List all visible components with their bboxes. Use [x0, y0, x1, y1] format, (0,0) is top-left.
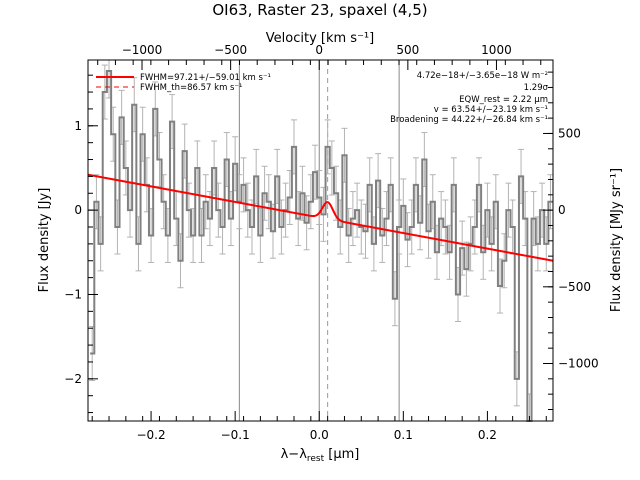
top-tick-label: −1000 — [122, 43, 163, 57]
y-tick-label: −2 — [64, 372, 82, 386]
right-tick-label: −500 — [558, 280, 591, 294]
annotation-line: v = 63.54+/−23.19 km s⁻¹ — [434, 105, 548, 115]
x-tick-label: 0.2 — [478, 428, 497, 442]
x-tick-label: 0.0 — [310, 428, 329, 442]
top-tick-label: −500 — [214, 43, 247, 57]
annotation-line: EQW_rest = 2.22 μm — [459, 95, 548, 105]
x-tick-label: −0.1 — [221, 428, 250, 442]
x-tick-label: −0.2 — [136, 428, 165, 442]
fit-line — [87, 173, 554, 262]
y-tick-label: 0 — [74, 203, 82, 217]
x-tick-label: 0.1 — [394, 428, 413, 442]
legend-label: FWHM_th=86.57 km s⁻¹ — [140, 83, 242, 93]
annotation-line: Broadening = 44.22+/−26.84 km s⁻¹ — [390, 115, 548, 125]
spectrum-line — [90, 69, 553, 422]
right-axis-label: Flux density [MJy sr⁻¹] — [609, 168, 624, 312]
y-axis-label: Flux density [Jy] — [37, 188, 52, 293]
chart-title: OI63, Raster 23, spaxel (4,5) — [212, 1, 427, 19]
y-tick-label: −1 — [64, 287, 82, 301]
right-tick-label: 500 — [558, 126, 581, 140]
top-tick-label: 500 — [396, 43, 419, 57]
top-axis-label: Velocity [km s⁻¹] — [266, 31, 374, 46]
top-tick-label: 1000 — [481, 43, 512, 57]
right-tick-label: −1000 — [558, 356, 599, 370]
right-tick-label: 0 — [558, 203, 566, 217]
x-axis-label-main: λ−λ — [281, 447, 308, 462]
plot-area: −0.2 −0.1 0.0 0.1 0.2 −1000 −500 0 500 1000 −2 −1 0 1… — [64, 43, 598, 442]
annotation-line: 4.72e−18+/−3.65e−18 W m⁻² — [417, 71, 548, 81]
top-tick-label: 0 — [315, 43, 323, 57]
x-axis-label-sub: rest — [307, 454, 325, 464]
annotation-line: 1.29σ — [524, 83, 549, 93]
y-tick-label: 1 — [74, 119, 82, 133]
x-axis-label: λ−λrest [μm] — [281, 447, 360, 464]
x-axis-label-unit: [μm] — [324, 447, 359, 462]
legend-label: FWHM=97.21+/−59.01 km s⁻¹ — [140, 73, 271, 83]
